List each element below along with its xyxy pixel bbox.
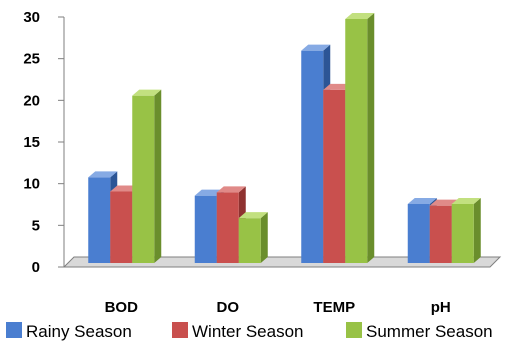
bar-front [238,218,261,263]
y-tick-label: 10 [23,176,40,193]
bar-front [132,95,155,264]
bar-top [88,171,118,178]
legend-item: Rainy Season [6,322,132,341]
bar-side [260,212,268,263]
bar-front [301,50,324,263]
legend-label: Winter Season [192,322,304,341]
legend-item: Winter Season [172,322,304,341]
bar-side [473,198,481,263]
y-tick-label: 0 [32,259,40,276]
legend-swatch [172,322,188,338]
bar-top [407,198,437,204]
legend-item: Summer Season [346,322,493,341]
bar-top [132,89,162,96]
bar-top [301,44,331,51]
bar-top [238,212,268,219]
y-tick-label: 5 [32,217,40,234]
legend: Rainy Season Winter Season Summer Season [6,322,493,341]
bar-side [154,89,162,264]
bar-front [194,195,217,263]
bar-ph-summer-season [451,198,481,263]
bar-front [345,19,368,263]
legend-label: Summer Season [366,322,493,341]
bar-front [110,191,133,263]
bar-front [216,192,239,263]
bar-top [429,199,459,206]
legend-label: Rainy Season [26,322,132,341]
bar-top [323,83,353,90]
bar-temp-summer-season [345,13,375,263]
legend-swatch [346,322,362,338]
bar-top [345,13,375,19]
x-category-label: DO [217,299,240,316]
y-tick-label: 15 [23,134,40,151]
bar-top [216,186,246,193]
y-tick-label: 30 [23,9,40,26]
legend-swatch [6,322,22,338]
bar-side [367,13,375,263]
x-category-label: TEMP [313,299,355,316]
bar-top [451,198,481,204]
bar-top [194,189,224,196]
chart-bars [88,13,481,264]
x-axis-categories: BOD DO TEMP pH [105,299,451,316]
y-tick-label: 20 [23,92,40,109]
bar-front [429,205,452,263]
bar-front [88,177,111,263]
y-axis-ticks: 0 5 10 15 20 25 30 [23,9,64,276]
bar-front [407,204,430,263]
bar-front [451,204,474,263]
x-category-label: pH [431,299,451,316]
bar-top [110,185,140,192]
chart-floor [62,256,502,268]
y-tick-label: 25 [23,51,40,68]
floor-plane [62,256,502,268]
bar-bod-summer-season [132,89,162,264]
bar-do-summer-season [238,212,268,263]
x-category-label: BOD [105,299,139,316]
bar-front [323,89,346,263]
